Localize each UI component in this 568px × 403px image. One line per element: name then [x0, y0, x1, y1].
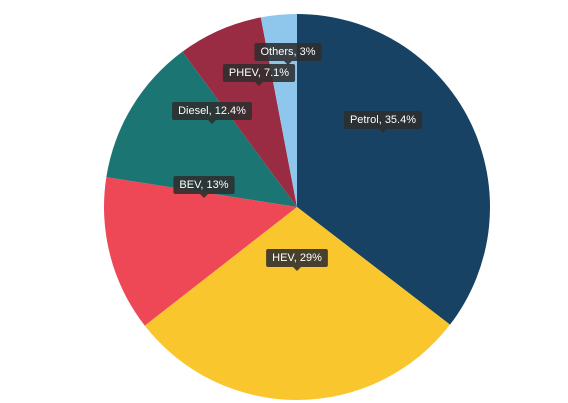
pie-slice: [104, 177, 298, 326]
slice-label: Others, 3%: [254, 43, 322, 65]
label-text: Others, 3%: [260, 46, 315, 58]
label-pointer: [379, 129, 387, 133]
label-pointer: [200, 194, 208, 198]
label-box: [222, 64, 296, 82]
pie-slice: [144, 207, 450, 401]
slice-label: BEV, 13%: [173, 176, 235, 198]
pie-slice: [106, 51, 297, 208]
label-box: [173, 176, 235, 194]
label-text: BEV, 13%: [179, 179, 228, 191]
label-pointer: [208, 120, 216, 124]
label-pointer: [284, 61, 292, 65]
label-box: [266, 249, 328, 267]
label-box: [254, 43, 322, 61]
slice-label: PHEV, 7.1%: [222, 64, 296, 86]
label-box: [172, 102, 252, 120]
pie-slice: [297, 14, 491, 325]
label-text: HEV, 29%: [272, 252, 322, 264]
slice-label: Diesel, 12.4%: [172, 102, 252, 124]
label-pointer: [255, 82, 263, 86]
label-pointer: [293, 267, 301, 271]
slice-label: HEV, 29%: [266, 249, 328, 271]
label-text: Petrol, 35.4%: [350, 114, 416, 126]
label-box: [343, 111, 423, 129]
label-text: Diesel, 12.4%: [178, 105, 246, 117]
slice-label: Petrol, 35.4%: [343, 111, 423, 133]
label-text: PHEV, 7.1%: [229, 67, 289, 79]
